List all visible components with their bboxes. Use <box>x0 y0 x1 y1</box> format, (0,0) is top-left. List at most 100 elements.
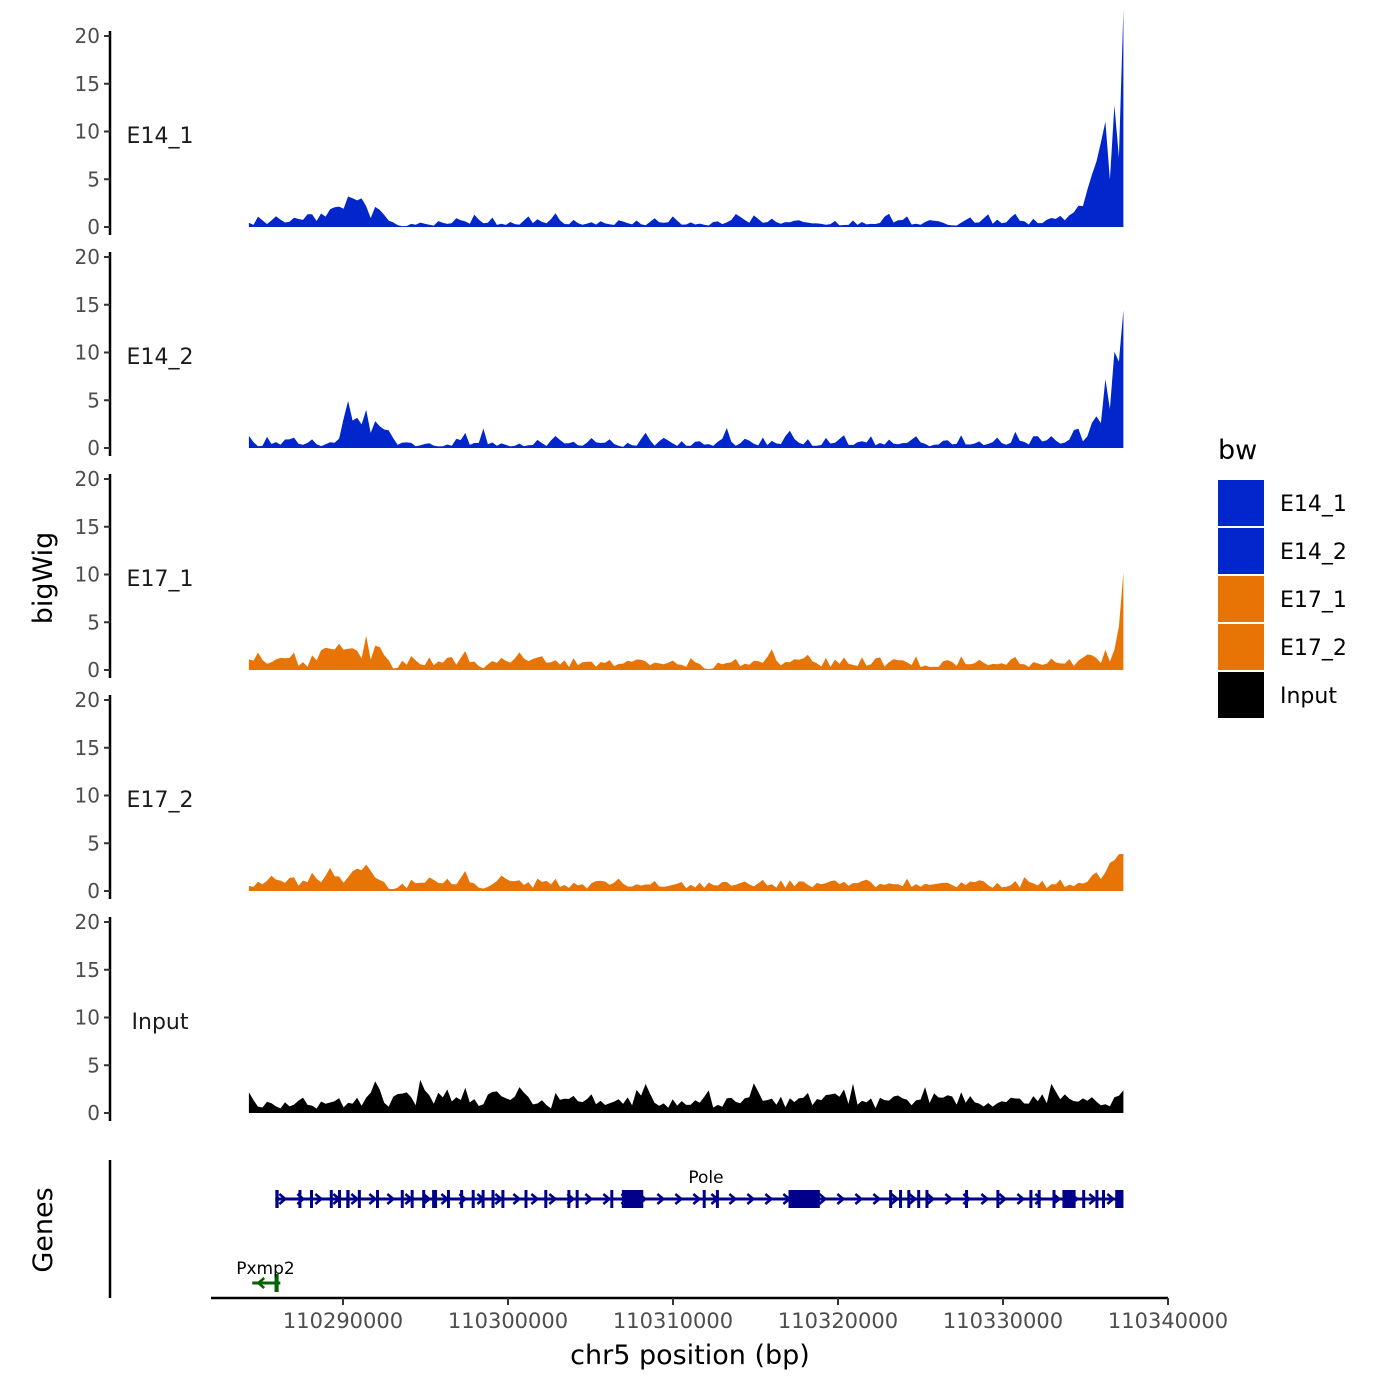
strand-chevron <box>908 1193 918 1205</box>
strand-chevron <box>1106 1193 1116 1205</box>
strand-chevron <box>548 1193 558 1205</box>
exon-block <box>1037 1190 1041 1208</box>
x-tick-label: 110330000 <box>943 1309 1063 1333</box>
exon-block <box>481 1190 485 1208</box>
strand-chevron <box>854 1193 864 1205</box>
legend-label: E14_1 <box>1280 492 1347 517</box>
exon-block <box>567 1190 571 1208</box>
exon-block <box>338 1190 342 1208</box>
exon-block <box>788 1190 820 1208</box>
exon-block <box>1082 1190 1086 1208</box>
x-tick-label: 110340000 <box>1108 1309 1228 1333</box>
track-label: E14_1 <box>127 124 194 149</box>
legend-item-e17-1: E17_1 <box>1218 576 1347 622</box>
strand-chevron <box>980 1193 990 1205</box>
exon-block <box>1029 1190 1033 1208</box>
y-tick-label: 15 <box>75 293 100 317</box>
exon-block <box>274 1274 279 1292</box>
exon-block <box>460 1190 464 1208</box>
strand-chevron <box>872 1193 882 1205</box>
track-e14-2: 0 5 10 15 20 E14_2 <box>75 245 1124 460</box>
y-tick-label: 5 <box>87 167 100 191</box>
y-tick-label: 10 <box>75 1006 100 1030</box>
strand-chevron <box>656 1193 666 1205</box>
legend-label: E17_1 <box>1280 588 1347 613</box>
y-tick-label: 15 <box>75 958 100 982</box>
strand-chevron <box>386 1193 396 1205</box>
exon-block <box>491 1190 495 1208</box>
y-tick-label: 5 <box>87 610 100 634</box>
exon-block <box>1052 1190 1056 1208</box>
track-e17-2: 0 5 10 15 20 E17_2 <box>75 688 1124 903</box>
exon-block <box>996 1190 1000 1208</box>
gene-label: Pole <box>688 1168 723 1188</box>
legend-label: E17_2 <box>1280 636 1347 661</box>
gene-pxmp2: Pxmp2 <box>236 1259 295 1292</box>
y-tick-label: 10 <box>75 341 100 365</box>
exon-block <box>621 1190 644 1208</box>
exon-block <box>400 1190 404 1208</box>
y-tick-label: 15 <box>75 736 100 760</box>
y-tick-label: 0 <box>87 215 100 239</box>
exon-block <box>1102 1190 1105 1208</box>
strand-chevron <box>926 1193 936 1205</box>
legend-title: bw <box>1218 435 1257 466</box>
gene-annotation-track: Pole Pxmp2 <box>108 1160 1124 1298</box>
legend-swatch <box>1218 624 1264 670</box>
exon-block <box>610 1190 614 1208</box>
exon-block <box>357 1190 361 1208</box>
y-tick-label: 5 <box>87 388 100 412</box>
exon-block <box>925 1190 929 1208</box>
y-tick-label: 0 <box>87 436 100 460</box>
strand-chevron <box>692 1193 702 1205</box>
track-e17-1: 0 5 10 15 20 E17_1 <box>75 467 1124 682</box>
x-tick-label: 110310000 <box>613 1309 733 1333</box>
strand-chevron <box>818 1193 828 1205</box>
exon-block <box>544 1190 548 1208</box>
bigwig-tracks: 05101520E14_105101520E14_205101520E17_10… <box>75 10 1124 1125</box>
exon-block <box>1062 1190 1076 1208</box>
track-label: E14_2 <box>127 345 194 370</box>
exon-block <box>471 1190 475 1208</box>
exon-block <box>1115 1190 1124 1208</box>
x-axis-title: chr5 position (bp) <box>570 1340 810 1371</box>
signal-area-input <box>248 1079 1124 1113</box>
legend-swatch <box>1218 576 1264 622</box>
exon-block <box>329 1190 333 1208</box>
track-label: E17_2 <box>127 788 194 813</box>
y-tick-label: 15 <box>75 515 100 539</box>
exon-block <box>376 1190 379 1208</box>
x-tick-label: 110290000 <box>283 1309 403 1333</box>
strand-chevron <box>1034 1193 1044 1205</box>
strand-chevron <box>512 1193 522 1205</box>
exon-block <box>446 1190 450 1208</box>
legend: bw E14_1 E14_2 E17_1 E17_2 Input <box>1218 435 1347 718</box>
signal-area-e17-1 <box>248 572 1124 670</box>
legend-item-e14-2: E14_2 <box>1218 528 1347 574</box>
y-tick-label: 20 <box>75 467 100 491</box>
exon-block <box>298 1190 302 1208</box>
strand-chevron <box>530 1193 540 1205</box>
y-tick-label: 5 <box>87 831 100 855</box>
strand-chevron <box>602 1193 612 1205</box>
strand-chevron <box>746 1193 756 1205</box>
signal-area-e17-2 <box>248 854 1124 891</box>
exon-block <box>422 1190 426 1208</box>
strand-chevron <box>728 1193 738 1205</box>
y-tick-label: 0 <box>87 1101 100 1125</box>
gene-label: Pxmp2 <box>236 1259 294 1279</box>
y-tick-label: 20 <box>75 245 100 269</box>
legend-swatch <box>1218 480 1264 526</box>
exon-block <box>501 1190 505 1208</box>
strand-chevron <box>314 1193 324 1205</box>
exon-block <box>524 1190 528 1208</box>
strand-chevron <box>1016 1193 1026 1205</box>
exon-block <box>575 1190 579 1208</box>
exon-block <box>410 1190 414 1208</box>
genes-axis-title: Genes <box>28 1187 59 1272</box>
exon-block <box>275 1190 279 1208</box>
y-tick-label: 10 <box>75 120 100 144</box>
y-tick-label: 20 <box>75 910 100 934</box>
x-axis: 110290000 110300000 110310000 110320000 1103… <box>211 1296 1228 1333</box>
